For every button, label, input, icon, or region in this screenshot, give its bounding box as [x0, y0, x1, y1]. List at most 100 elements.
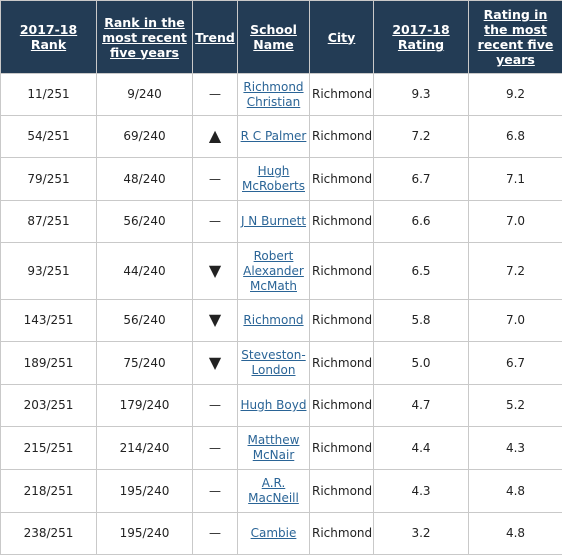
city-cell: Richmond [310, 385, 374, 427]
school-link[interactable]: Robert Alexander McMath [243, 249, 304, 293]
rating-five-years-cell: 5.2 [469, 385, 562, 427]
city-cell: Richmond [310, 470, 374, 513]
rank-five-years-cell: 56/240 [97, 201, 193, 243]
column-header-rank[interactable]: 2017-18 Rank [1, 1, 97, 74]
school-link[interactable]: Matthew McNair [248, 433, 300, 462]
header-row: 2017-18 Rank Rank in the most recent fiv… [1, 1, 562, 74]
city-cell: Richmond [310, 300, 374, 342]
city-cell: Richmond [310, 243, 374, 300]
dash-icon: — [209, 87, 221, 101]
rank-five-years-cell: 69/240 [97, 116, 193, 158]
rating-cell: 6.5 [374, 243, 469, 300]
trend-cell: — [193, 427, 238, 470]
triangle-down-icon: ▼ [209, 261, 221, 280]
trend-cell: — [193, 158, 238, 201]
school-link[interactable]: R C Palmer [241, 129, 307, 143]
dash-icon: — [209, 214, 221, 228]
city-cell: Richmond [310, 427, 374, 470]
rank-cell: 54/251 [1, 116, 97, 158]
column-header-rating-five-years[interactable]: Rating in the most recent five years [469, 1, 562, 74]
school-link[interactable]: Richmond [243, 313, 303, 327]
rating-cell: 5.0 [374, 342, 469, 385]
rating-five-years-cell: 7.2 [469, 243, 562, 300]
column-header-school-name[interactable]: School Name [238, 1, 310, 74]
triangle-up-icon: ▲ [209, 126, 221, 145]
rank-five-years-cell: 48/240 [97, 158, 193, 201]
trend-cell: — [193, 74, 238, 116]
school-link[interactable]: Steveston-London [241, 348, 305, 377]
school-name-cell: Richmond [238, 300, 310, 342]
trend-cell: ▲ [193, 116, 238, 158]
school-name-cell: R C Palmer [238, 116, 310, 158]
school-link[interactable]: A.R. MacNeill [248, 476, 299, 505]
dash-icon: — [209, 526, 221, 540]
triangle-down-icon: ▼ [209, 310, 221, 329]
rating-five-years-cell: 7.1 [469, 158, 562, 201]
rating-cell: 6.6 [374, 201, 469, 243]
rank-five-years-cell: 179/240 [97, 385, 193, 427]
school-link[interactable]: Hugh McRoberts [242, 164, 305, 193]
city-cell: Richmond [310, 158, 374, 201]
city-cell: Richmond [310, 342, 374, 385]
column-header-rating[interactable]: 2017-18 Rating [374, 1, 469, 74]
school-link[interactable]: Cambie [251, 526, 297, 540]
rank-five-years-cell: 75/240 [97, 342, 193, 385]
school-name-cell: Steveston-London [238, 342, 310, 385]
rank-cell: 11/251 [1, 74, 97, 116]
rating-five-years-cell: 7.0 [469, 300, 562, 342]
city-cell: Richmond [310, 201, 374, 243]
school-link[interactable]: Richmond Christian [243, 80, 303, 109]
rank-cell: 238/251 [1, 513, 97, 555]
rating-five-years-cell: 4.8 [469, 470, 562, 513]
rating-five-years-cell: 6.8 [469, 116, 562, 158]
rating-five-years-cell: 4.3 [469, 427, 562, 470]
column-header-city[interactable]: City [310, 1, 374, 74]
rank-cell: 93/251 [1, 243, 97, 300]
city-cell: Richmond [310, 513, 374, 555]
school-name-cell: Matthew McNair [238, 427, 310, 470]
school-name-cell: Cambie [238, 513, 310, 555]
dash-icon: — [209, 441, 221, 455]
rating-cell: 4.4 [374, 427, 469, 470]
rating-five-years-cell: 4.8 [469, 513, 562, 555]
dash-icon: — [209, 484, 221, 498]
school-link[interactable]: J N Burnett [241, 214, 306, 228]
school-link[interactable]: Hugh Boyd [241, 398, 307, 412]
trend-cell: — [193, 385, 238, 427]
trend-cell: — [193, 513, 238, 555]
trend-cell: — [193, 470, 238, 513]
rank-cell: 218/251 [1, 470, 97, 513]
school-name-cell: Richmond Christian [238, 74, 310, 116]
school-name-cell: A.R. MacNeill [238, 470, 310, 513]
trend-cell: ▼ [193, 243, 238, 300]
rank-five-years-cell: 195/240 [97, 470, 193, 513]
column-header-trend[interactable]: Trend [193, 1, 238, 74]
trend-cell: ▼ [193, 342, 238, 385]
triangle-down-icon: ▼ [209, 353, 221, 372]
dash-icon: — [209, 398, 221, 412]
rating-five-years-cell: 6.7 [469, 342, 562, 385]
rating-five-years-cell: 9.2 [469, 74, 562, 116]
rating-five-years-cell: 7.0 [469, 201, 562, 243]
city-cell: Richmond [310, 74, 374, 116]
trend-cell: — [193, 201, 238, 243]
trend-cell: ▼ [193, 300, 238, 342]
rank-five-years-cell: 195/240 [97, 513, 193, 555]
rank-cell: 87/251 [1, 201, 97, 243]
rating-cell: 3.2 [374, 513, 469, 555]
column-header-rank-five-years[interactable]: Rank in the most recent five years [97, 1, 193, 74]
rating-cell: 4.3 [374, 470, 469, 513]
rank-five-years-cell: 44/240 [97, 243, 193, 300]
school-name-cell: Hugh Boyd [238, 385, 310, 427]
school-name-cell: Hugh McRoberts [238, 158, 310, 201]
rank-cell: 79/251 [1, 158, 97, 201]
